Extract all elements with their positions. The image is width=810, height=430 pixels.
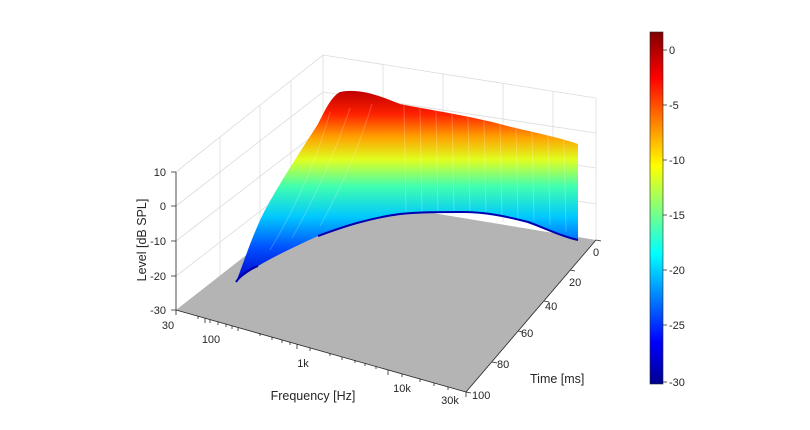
colorbar-tick-label: -5 bbox=[669, 100, 679, 112]
x-tick-label: 100 bbox=[202, 334, 220, 346]
y-tick-label: 100 bbox=[472, 390, 490, 402]
x-axis-label: Frequency [Hz] bbox=[271, 389, 356, 403]
colorbar: 0 -5 -10 -15 -20 -25 -30 bbox=[649, 31, 685, 389]
front-axes bbox=[171, 171, 602, 397]
z-axis-label: Level [dB SPL] bbox=[135, 199, 149, 282]
z-tick-label: 0 bbox=[160, 201, 166, 213]
z-tick-label: -20 bbox=[150, 271, 166, 283]
colorbar-tick-label: 0 bbox=[669, 45, 675, 57]
y-tick-label: 40 bbox=[545, 301, 557, 313]
y-axis-label: Time [ms] bbox=[530, 372, 584, 386]
y-tick-label: 0 bbox=[593, 247, 599, 259]
x-tick-label: 1k bbox=[297, 358, 309, 370]
y-tick-labels: 0 20 40 60 80 100 bbox=[472, 247, 599, 402]
x-tick-label: 30 bbox=[162, 320, 174, 332]
z-tick-labels: 10 0 -10 -20 -30 bbox=[150, 167, 166, 317]
y-tick-label: 20 bbox=[569, 277, 581, 289]
z-tick-label: -30 bbox=[150, 305, 166, 317]
z-tick-label: -10 bbox=[150, 236, 166, 248]
colorbar-tick-label: -25 bbox=[669, 320, 685, 332]
colorbar-tick-label: -20 bbox=[669, 265, 685, 277]
decay-surface bbox=[235, 90, 579, 283]
colorbar-gradient bbox=[649, 31, 664, 385]
y-tick-label: 60 bbox=[521, 328, 533, 340]
z-tick-label: 10 bbox=[154, 167, 166, 179]
x-tick-labels: 30 100 1k 10k 30k bbox=[162, 320, 459, 407]
colorbar-tick-label: -10 bbox=[669, 155, 685, 167]
x-tick-label: 30k bbox=[441, 395, 459, 407]
y-tick-label: 80 bbox=[497, 359, 509, 371]
colorbar-tick-label: -15 bbox=[669, 210, 685, 222]
x-tick-label: 10k bbox=[393, 383, 411, 395]
colorbar-tick-label: -30 bbox=[669, 377, 685, 389]
